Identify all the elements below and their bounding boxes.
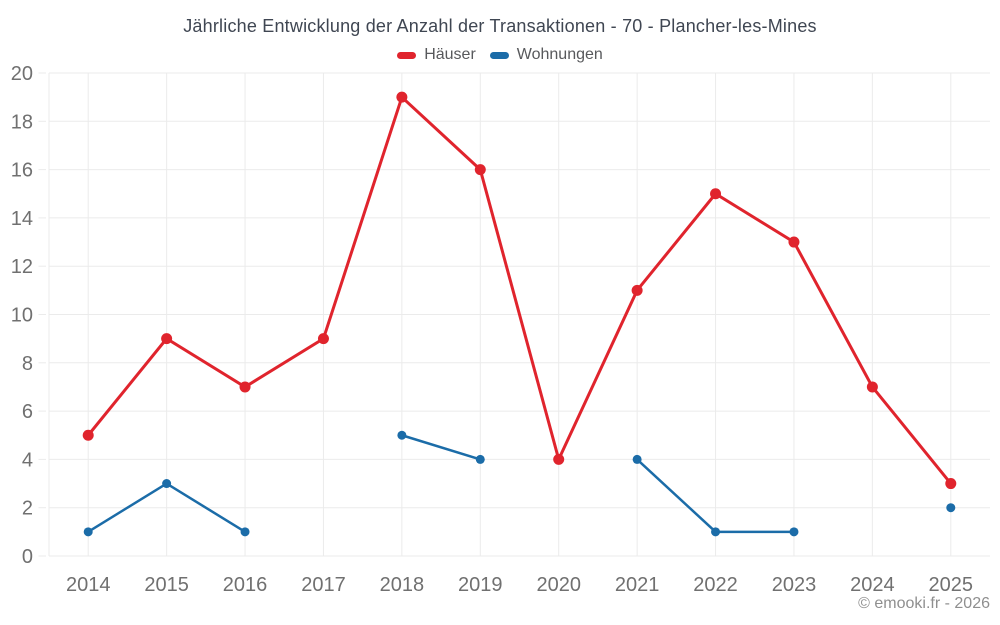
data-point-Wohnungen-2022[interactable] (711, 527, 721, 537)
data-point-Wohnungen-2016[interactable] (240, 527, 250, 537)
data-point-Wohnungen-2025[interactable] (946, 503, 956, 513)
data-point-Häuser-2022[interactable] (710, 188, 722, 200)
data-point-Wohnungen-2023[interactable] (789, 527, 799, 537)
data-point-Wohnungen-2014[interactable] (83, 527, 93, 537)
x-tick-label: 2022 (693, 574, 738, 596)
data-point-Wohnungen-2018[interactable] (397, 430, 407, 440)
x-tick-label: 2019 (458, 574, 503, 596)
x-tick-label: 2014 (66, 574, 111, 596)
y-tick-label: 14 (11, 208, 33, 230)
legend-label-haeuser: Häuser (424, 46, 476, 63)
y-tick-label: 2 (22, 498, 33, 520)
x-tick-label: 2024 (850, 574, 895, 596)
x-tick-label: 2023 (772, 574, 817, 596)
series-line-0 (87, 94, 952, 485)
x-tick-label: 2018 (380, 574, 425, 596)
data-point-Häuser-2016[interactable] (239, 381, 251, 393)
data-point-Wohnungen-2019[interactable] (475, 454, 485, 464)
data-point-Häuser-2015[interactable] (161, 333, 173, 345)
data-point-Häuser-2020[interactable] (553, 453, 565, 465)
y-tick-label: 4 (22, 449, 33, 471)
legend-swatch-wohnungen (489, 51, 509, 59)
y-tick-label: 20 (11, 63, 33, 85)
data-point-Wohnungen-2021[interactable] (632, 454, 642, 464)
legend-swatch-haeuser (397, 51, 417, 59)
data-point-Häuser-2018[interactable] (396, 91, 408, 103)
copyright-text: © emooki.fr - 2026 (858, 595, 990, 612)
data-point-Häuser-2021[interactable] (631, 284, 643, 296)
chart-title: Jährliche Entwicklung der Anzahl der Tra… (183, 16, 817, 36)
legend-item-haeuser[interactable]: Häuser (397, 46, 476, 64)
legend-label-wohnungen: Wohnungen (516, 46, 603, 63)
x-tick-label: 2017 (301, 574, 346, 596)
data-point-Häuser-2014[interactable] (82, 429, 94, 441)
x-tick-label: 2015 (144, 574, 189, 596)
legend-item-wohnungen[interactable]: Wohnungen (489, 46, 603, 64)
data-point-Häuser-2025[interactable] (945, 478, 957, 490)
chart-legend: Häuser Wohnungen (0, 46, 1000, 64)
x-tick-label: 2020 (536, 574, 581, 596)
y-tick-label: 12 (11, 256, 33, 278)
y-tick-label: 18 (11, 111, 33, 133)
data-point-Häuser-2024[interactable] (866, 381, 878, 393)
y-tick-label: 8 (22, 353, 33, 375)
y-tick-label: 0 (22, 546, 33, 568)
data-point-Häuser-2023[interactable] (788, 236, 800, 248)
series-line-1 (401, 434, 481, 461)
x-tick-label: 2016 (223, 574, 268, 596)
x-tick-label: 2021 (615, 574, 660, 596)
y-tick-label: 16 (11, 160, 33, 182)
y-tick-label: 6 (22, 401, 33, 423)
data-point-Häuser-2019[interactable] (474, 164, 486, 176)
data-point-Wohnungen-2015[interactable] (162, 479, 172, 489)
data-point-Häuser-2017[interactable] (317, 333, 329, 345)
x-tick-label: 2025 (929, 574, 974, 596)
y-tick-label: 10 (11, 305, 33, 327)
